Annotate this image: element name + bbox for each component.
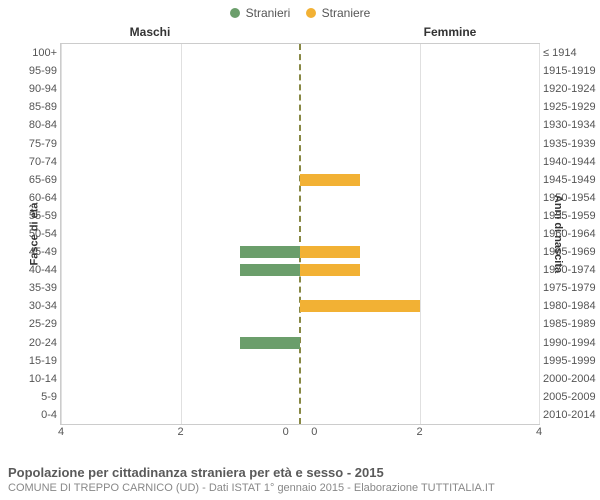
x-tick-label: 2 — [177, 426, 183, 438]
x-tick-label: 0 — [283, 426, 289, 438]
footer: Popolazione per cittadinanza straniera p… — [8, 465, 592, 494]
population-pyramid-chart: Stranieri Straniere Maschi Femmine Fasce… — [0, 0, 600, 500]
birth-label: 1960-1964 — [543, 228, 599, 240]
legend-swatch-male — [230, 8, 240, 18]
age-label: 90-94 — [1, 83, 57, 95]
birth-label: 1930-1934 — [543, 119, 599, 131]
bar-male — [240, 246, 300, 258]
birth-label: 1980-1984 — [543, 300, 599, 312]
bar-male — [240, 264, 300, 276]
age-label: 50-54 — [1, 228, 57, 240]
age-label: 80-84 — [1, 119, 57, 131]
age-label: 55-59 — [1, 210, 57, 222]
age-label: 95-99 — [1, 65, 57, 77]
x-tick-label: 4 — [58, 426, 64, 438]
age-label: 10-14 — [1, 373, 57, 385]
legend-item-male: Stranieri — [230, 6, 291, 20]
chart-subtitle: COMUNE DI TREPPO CARNICO (UD) - Dati IST… — [8, 482, 592, 494]
birth-label: 1970-1974 — [543, 264, 599, 276]
x-tick-label: 2 — [416, 426, 422, 438]
birth-label: ≤ 1914 — [543, 47, 599, 59]
section-title-right: Femmine — [300, 25, 600, 39]
section-titles: Maschi Femmine — [0, 25, 600, 39]
chart-title: Popolazione per cittadinanza straniera p… — [8, 465, 592, 480]
age-label: 15-19 — [1, 355, 57, 367]
legend-item-female: Straniere — [306, 6, 371, 20]
section-title-left: Maschi — [0, 25, 300, 39]
age-label: 60-64 — [1, 192, 57, 204]
birth-label: 1940-1944 — [543, 156, 599, 168]
age-label: 25-29 — [1, 318, 57, 330]
birth-label: 1920-1924 — [543, 83, 599, 95]
age-label: 0-4 — [1, 409, 57, 421]
birth-label: 2000-2004 — [543, 373, 599, 385]
bar-male — [240, 337, 300, 349]
legend: Stranieri Straniere — [0, 0, 600, 21]
bar-female — [300, 264, 360, 276]
bar-female — [300, 246, 360, 258]
birth-label: 1950-1954 — [543, 192, 599, 204]
age-label: 70-74 — [1, 156, 57, 168]
age-label: 65-69 — [1, 174, 57, 186]
legend-swatch-female — [306, 8, 316, 18]
birth-label: 2005-2009 — [543, 391, 599, 403]
x-tick-label: 0 — [311, 426, 317, 438]
legend-label-male: Stranieri — [246, 6, 291, 20]
age-label: 85-89 — [1, 101, 57, 113]
x-tick-label: 4 — [536, 426, 542, 438]
birth-label: 1935-1939 — [543, 138, 599, 150]
birth-label: 1945-1949 — [543, 174, 599, 186]
age-label: 40-44 — [1, 264, 57, 276]
age-label: 100+ — [1, 47, 57, 59]
legend-label-female: Straniere — [322, 6, 371, 20]
age-label: 30-34 — [1, 300, 57, 312]
birth-label: 1955-1959 — [543, 210, 599, 222]
plot-area: Fasce di età Anni di nascita 100+95-9990… — [60, 43, 540, 425]
birth-label: 1915-1919 — [543, 65, 599, 77]
age-label: 75-79 — [1, 138, 57, 150]
x-axis-labels: 4 2 0 0 2 4 — [61, 426, 539, 442]
birth-label: 1985-1989 — [543, 318, 599, 330]
gridline — [539, 44, 540, 424]
age-label: 45-49 — [1, 246, 57, 258]
bar-female — [300, 174, 360, 186]
birth-label: 1965-1969 — [543, 246, 599, 258]
birth-label: 1990-1994 — [543, 337, 599, 349]
bars-female — [300, 44, 539, 424]
age-label: 35-39 — [1, 282, 57, 294]
age-label: 20-24 — [1, 337, 57, 349]
bars-male — [61, 44, 300, 424]
birth-label: 1925-1929 — [543, 101, 599, 113]
birth-label: 1995-1999 — [543, 355, 599, 367]
bar-female — [300, 300, 420, 312]
birth-label: 1975-1979 — [543, 282, 599, 294]
age-label: 5-9 — [1, 391, 57, 403]
birth-label: 2010-2014 — [543, 409, 599, 421]
